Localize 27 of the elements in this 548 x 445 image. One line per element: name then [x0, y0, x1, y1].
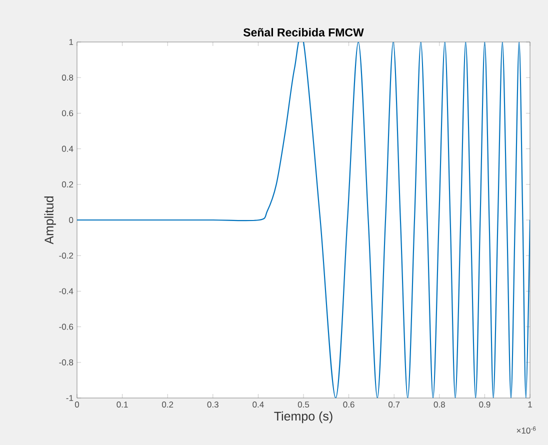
y-tick-label: 1: [69, 39, 74, 45]
x-tick-label: 0.6: [343, 402, 354, 408]
y-tick-label: -0.8: [59, 359, 74, 366]
x-tick-label: 1: [528, 402, 532, 408]
x-tick-label: 0.2: [162, 402, 174, 408]
text: ×10$^{-6}$: [516, 426, 536, 434]
x-tick-label: 0: [74, 402, 80, 408]
y-tick-label: 0.8: [62, 74, 74, 81]
x-tick-label: 0.9: [479, 402, 490, 408]
y-tick-label: 0.4: [62, 146, 74, 152]
chart-title: Señal Recibida FMCW: [243, 28, 364, 36]
y-tick-label: -0.2: [59, 252, 74, 259]
x-tick-label: 0.8: [434, 402, 445, 408]
x-tick-label: 0.1: [116, 402, 128, 408]
y-tick-label: -0.4: [59, 288, 74, 294]
x-tick-label: 0.4: [252, 402, 264, 408]
x-tick-label: 0.5: [298, 402, 310, 408]
y-tick-label: 0.2: [62, 181, 74, 188]
y-tick-label: 0.6: [62, 110, 74, 116]
y-axis-title: Amplitud: [44, 196, 56, 244]
y-tick-label: 0: [69, 216, 74, 224]
x-axis-title: Tiempo (s): [274, 411, 332, 424]
line-series: [77, 42, 530, 398]
y-tick-label: -1: [66, 395, 74, 401]
x-tick-label: 0.7: [388, 402, 400, 408]
y-tick-label: -0.6: [59, 324, 74, 330]
x-tick-label: 0.3: [207, 402, 218, 408]
